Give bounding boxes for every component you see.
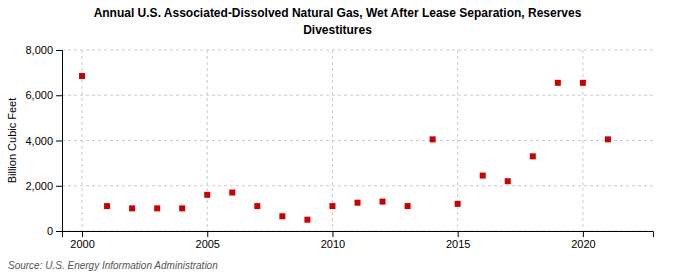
points [79,73,611,223]
y-tick-label: 4,000 [25,135,53,147]
x-tick-mark [207,231,208,237]
point [455,201,461,207]
point [129,205,135,211]
point [79,73,85,79]
x-tick: 2020 [571,231,595,250]
y-tick: 4,000 [25,135,62,147]
point [229,190,235,196]
y-tick-mark [56,50,62,51]
y-grid-line [62,140,653,141]
x-grid-line [582,50,583,231]
point [204,192,210,198]
x-tick-label: 2000 [70,238,94,250]
point [329,203,335,209]
x-tick-label: 2015 [446,238,470,250]
x-tick: 2000 [70,231,94,250]
y-tick-label: 6,000 [25,89,53,101]
y-tick-mark [56,186,62,187]
x-axis: 2000 2005 2010 2015 2020 [63,231,654,250]
chart-svg: 2000 2005 2010 2015 2020 0 2,000 4,000 6,000 8,00… [0,0,675,275]
subtitle: Divestitures [303,23,372,37]
x-axis-line [63,232,654,238]
y-axis-line [56,51,63,232]
point [179,205,185,211]
x-grid-line [207,50,208,231]
point [505,178,511,184]
point [580,80,586,86]
y-tick: 2,000 [25,180,62,192]
y-grid-line [62,185,653,186]
point [304,217,310,223]
y-tick: 0 [47,225,62,237]
y-tick: 6,000 [25,89,62,101]
point [104,203,110,209]
y-tick-label: 2,000 [25,180,53,192]
point [254,203,260,209]
y-tick-label: 8,000 [25,44,53,56]
x-tick-label: 2010 [321,238,345,250]
y-tick-mark [56,95,62,96]
point [605,136,611,142]
point [154,205,160,211]
x-tick: 2010 [321,231,345,250]
title: Annual U.S. Associated-Dissolved Natural… [94,6,582,20]
point [380,199,386,205]
y-tick-label: 0 [47,225,53,237]
x-tick-mark [458,231,459,237]
point [555,80,561,86]
point [279,213,285,219]
x-tick: 2005 [196,231,220,250]
source-note: Source: U.S. Energy Information Administ… [8,260,218,271]
x-tick-mark [82,231,83,237]
point [355,200,361,206]
x-tick-label: 2020 [571,238,595,250]
x-tick: 2015 [446,231,470,250]
x-tick-label: 2005 [196,238,220,250]
chart-container: 2000 2005 2010 2015 2020 0 2,000 4,000 6,000 8,00… [0,0,675,275]
y-axis: 0 2,000 4,000 6,000 8,000 [25,44,62,237]
grid [62,50,653,231]
point [405,203,411,209]
x-tick-mark [332,231,333,237]
y-axis-title: Billion Cubic Feet [6,98,18,184]
y-tick-mark [56,141,62,142]
point [530,153,536,159]
y-grid-line [62,50,653,51]
plot: 2000 2005 2010 2015 2020 0 2,000 4,000 6,000 8,00… [25,44,653,250]
point [430,136,436,142]
y-tick-mark [56,231,62,232]
x-tick-mark [583,231,584,237]
y-grid-line [62,95,653,96]
point [480,173,486,179]
y-tick: 8,000 [25,44,62,56]
